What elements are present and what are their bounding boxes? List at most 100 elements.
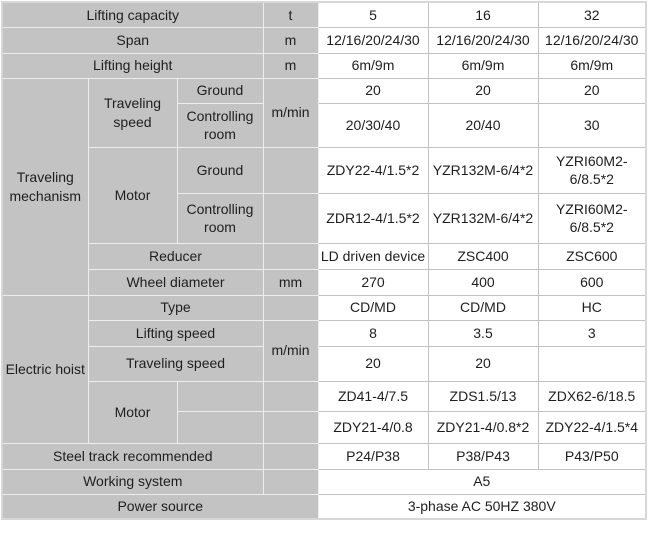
eh-traveling-speed-value-col1: 20 [317, 345, 429, 382]
steel-track-value-col3: P43/P50 [537, 442, 647, 470]
tm-speed-ground-value-col1: 20 [317, 77, 429, 104]
row-span: Span m 12/16/20/24/30 12/16/20/24/30 12/… [1, 26, 647, 54]
span-label: Span [1, 26, 264, 54]
tm-motor-cr-value-col3: YZRI60M2-6/8.5*2 [537, 192, 647, 244]
lifting-capacity-label: Lifting capacity [1, 1, 264, 28]
tm-speed-ground-label: Ground [176, 77, 264, 104]
tm-motor-ground-value-col3: YZRI60M2-6/8.5*2 [537, 146, 647, 194]
span-value-col1: 12/16/20/24/30 [317, 26, 429, 54]
steel-track-value-col1: P24/P38 [317, 442, 429, 470]
row-reducer: Reducer LD driven device ZSC400 ZSC600 [2, 242, 647, 270]
eh-motor-row2-value-col1: ZDY21-4/0.8 [317, 410, 429, 444]
eh-traveling-speed-label: Traveling speed [87, 345, 264, 382]
eh-motor-sub-empty-1 [176, 380, 264, 412]
power-source-value: 3-phase AC 50HZ 380V [317, 493, 647, 520]
row-steel-track: Steel track recommended P24/P38 P38/P43 … [1, 442, 647, 470]
reducer-label: Reducer [87, 242, 264, 270]
wheel-diameter-label: Wheel diameter [87, 268, 264, 296]
tm-speed-cr-value-col3: 30 [537, 102, 647, 148]
tm-speed-ground-value-col2: 20 [427, 77, 539, 104]
eh-motor-row1-value-col1: ZD41-4/7.5 [317, 380, 429, 412]
row-eh-type: Electric hoist Type CD/MD CD/MD HC [1, 294, 647, 444]
eh-lifting-speed-value-col1: 8 [317, 319, 429, 347]
eh-motor-unit-empty-1 [262, 380, 319, 412]
lifting-capacity-value-col2: 16 [427, 1, 539, 28]
row-tm-speed-controlling-room: Controlling room 20/30/40 20/40 30 [2, 102, 647, 148]
row-wheel-diameter: Wheel diameter mm 270 400 600 [2, 268, 647, 296]
eh-lifting-speed-label: Lifting speed [87, 319, 264, 347]
eh-motor-row1-value-col2: ZDS1.5/13 [427, 380, 539, 412]
eh-lifting-speed-value-col3: 3 [537, 319, 647, 347]
eh-lifting-speed-value-col2: 3.5 [427, 319, 539, 347]
span-unit: m [262, 26, 319, 54]
eh-traveling-speed-value-col2: 20 [427, 345, 539, 382]
tm-motor-ground-value-col1: ZDY22-4/1.5*2 [317, 146, 429, 194]
tm-motor-cr-value-col1: ZDR12-4/1.5*2 [317, 192, 429, 244]
eh-motor-unit-empty-2 [262, 410, 319, 444]
reducer-unit-empty [262, 242, 319, 270]
tm-speed-controlling-room-label: Controlling room [176, 102, 264, 148]
tm-speed-cr-value-col1: 20/30/40 [317, 102, 429, 148]
lifting-height-value-col3: 6m/9m [537, 52, 647, 79]
wheel-diameter-value-col1: 270 [317, 268, 429, 296]
lifting-height-unit: m [262, 52, 319, 79]
power-source-label: Power source [1, 493, 319, 520]
lifting-capacity-value-col1: 5 [317, 1, 429, 28]
eh-motor-label: Motor [87, 380, 178, 444]
wheel-diameter-unit: mm [262, 268, 319, 296]
steel-track-value-col2: P38/P43 [427, 442, 539, 470]
row-tm-motor-controlling-room: Controlling room ZDR12-4/1.5*2 YZR132M-6… [2, 192, 647, 244]
lifting-height-value-col2: 6m/9m [427, 52, 539, 79]
lifting-height-value-col1: 6m/9m [317, 52, 429, 79]
eh-motor-row2-value-col2: ZDY21-4/0.8*2 [427, 410, 539, 444]
electric-hoist-label: Electric hoist [1, 294, 89, 444]
row-power-source: Power source 3-phase AC 50HZ 380V [1, 493, 647, 520]
traveling-mechanism-label: Traveling mechanism [1, 77, 89, 296]
reducer-value-col3: ZSC600 [537, 242, 647, 270]
tm-traveling-speed-unit: m/min [262, 77, 319, 148]
working-system-unit-empty [262, 468, 319, 495]
tm-motor-ground-label: Ground [176, 146, 264, 194]
eh-traveling-speed-value-col3-empty [537, 345, 647, 382]
row-eh-lifting-speed: Lifting speed m/min 8 3.5 3 [2, 319, 647, 382]
lifting-capacity-value-col3: 32 [537, 1, 647, 28]
row-eh-motor-2: ZDY21-4/0.8 ZDY21-4/0.8*2 ZDY22-4/1.5*4 [2, 410, 647, 444]
row-tm-motor-ground: Motor Ground ZDY22-4/1.5*2 YZR132M-6/4*2… [2, 146, 647, 244]
eh-type-value-col2: CD/MD [427, 294, 539, 321]
wheel-diameter-value-col3: 600 [537, 268, 647, 296]
eh-type-value-col1: CD/MD [317, 294, 429, 321]
tm-traveling-speed-label: Traveling speed [87, 77, 178, 148]
lifting-capacity-unit: t [262, 1, 319, 28]
row-lifting-height: Lifting height m 6m/9m 6m/9m 6m/9m [1, 52, 647, 79]
tm-motor-controlling-room-label: Controlling room [176, 192, 264, 244]
row-working-system: Working system A5 [1, 468, 647, 495]
tm-motor-cr-value-col2: YZR132M-6/4*2 [427, 192, 539, 244]
eh-speed-unit: m/min [262, 319, 319, 382]
tm-speed-ground-value-col3: 20 [537, 77, 647, 104]
row-lifting-capacity: Lifting capacity t 5 16 32 [1, 1, 647, 28]
tm-motor-ground-value-col2: YZR132M-6/4*2 [427, 146, 539, 194]
row-tm-speed-ground: Traveling mechanism Traveling speed Grou… [1, 77, 647, 296]
reducer-value-col2: ZSC400 [427, 242, 539, 270]
eh-type-label: Type [87, 294, 264, 321]
tm-motor-label: Motor [87, 146, 178, 244]
tm-motor-cr-unit-empty [262, 192, 319, 244]
working-system-label: Working system [1, 468, 264, 495]
row-eh-motor-1: Motor ZD41-4/7.5 ZDS1.5/13 ZDX62-6/18.5 [2, 380, 647, 444]
eh-motor-sub-empty-2 [176, 410, 264, 444]
steel-track-unit-empty [262, 442, 319, 470]
steel-track-label: Steel track recommended [1, 442, 264, 470]
tm-motor-ground-unit-empty [262, 146, 319, 194]
reducer-value-col1: LD driven device [317, 242, 429, 270]
eh-motor-row1-value-col3: ZDX62-6/18.5 [537, 380, 647, 412]
eh-type-value-col3: HC [537, 294, 647, 321]
lifting-height-label: Lifting height [1, 52, 264, 79]
working-system-value: A5 [317, 468, 647, 495]
span-value-col2: 12/16/20/24/30 [427, 26, 539, 54]
eh-motor-row2-value-col3: ZDY22-4/1.5*4 [537, 410, 647, 444]
row-eh-traveling-speed: Traveling speed 20 20 [2, 345, 647, 382]
specification-table: Lifting capacity t 5 16 32 Span m 12/16/… [1, 1, 647, 520]
wheel-diameter-value-col2: 400 [427, 268, 539, 296]
eh-type-unit-empty [262, 294, 319, 321]
span-value-col3: 12/16/20/24/30 [537, 26, 647, 54]
